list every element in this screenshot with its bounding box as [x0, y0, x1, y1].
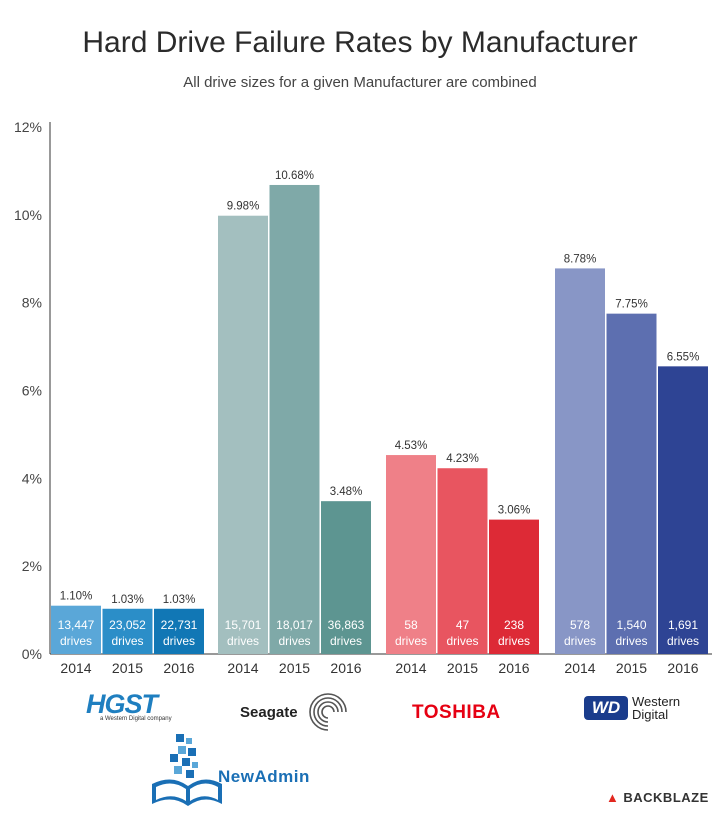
bar-value-label: 4.23%	[446, 453, 479, 465]
bar	[658, 366, 708, 654]
bar-drives-word: drives	[615, 634, 647, 648]
bar	[555, 268, 605, 654]
bar-value-label: 10.68%	[275, 170, 314, 182]
bar-value-label: 1.10%	[60, 591, 93, 603]
bar-value-label: 9.98%	[227, 201, 260, 213]
bar	[218, 215, 268, 654]
bar-value-label: 3.06%	[498, 505, 531, 517]
seagate-swirl-icon	[309, 693, 347, 731]
x-tick-label: 2015	[279, 660, 310, 676]
bar	[269, 184, 320, 654]
bar-drives-count: 18,017	[276, 618, 313, 632]
x-tick-label: 2014	[227, 660, 258, 676]
bar-drives-word: drives	[330, 634, 362, 648]
y-tick-label: 8%	[22, 295, 42, 311]
x-tick-label: 2016	[330, 660, 361, 676]
newadmin-text: NewAdmin	[218, 767, 310, 786]
bar-drives-word: drives	[395, 634, 427, 648]
x-tick-label: 2015	[112, 660, 143, 676]
x-tick-label: 2015	[447, 660, 478, 676]
bar	[102, 608, 153, 654]
bar-value-label: 1.03%	[111, 594, 144, 606]
wd-logo-line2: Digital	[632, 707, 669, 722]
hgst-logo: HGST a Western Digital company	[86, 690, 182, 726]
bar-drives-count: 13,447	[58, 618, 95, 632]
x-tick-label: 2015	[616, 660, 647, 676]
bar	[386, 455, 436, 654]
x-tick-label: 2014	[564, 660, 595, 676]
bar-drives-word: drives	[498, 634, 530, 648]
bar-drives-count: 22,731	[161, 618, 198, 632]
y-tick-label: 6%	[22, 383, 42, 399]
chart-title: Hard Drive Failure Rates by Manufacturer	[82, 26, 638, 59]
x-tick-label: 2016	[498, 660, 529, 676]
bar-drives-count: 238	[504, 618, 524, 632]
chart-subtitle: All drive sizes for a given Manufacturer…	[183, 74, 537, 91]
seagate-logo-text: Seagate	[240, 704, 298, 721]
bar-value-label: 4.53%	[395, 440, 428, 452]
bar-drives-count: 15,701	[225, 618, 262, 632]
bar-value-label: 8.78%	[564, 253, 597, 265]
y-tick-label: 12%	[14, 119, 42, 135]
toshiba-logo: TOSHIBA	[412, 702, 501, 723]
hgst-logo-tagline: a Western Digital company	[100, 716, 172, 722]
bar-drives-count: 1,540	[616, 618, 646, 632]
bar-drives-word: drives	[227, 634, 259, 648]
bar-drives-count: 578	[570, 618, 590, 632]
x-tick-label: 2014	[395, 660, 426, 676]
x-tick-label: 2016	[667, 660, 698, 676]
y-tick-label: 2%	[22, 558, 42, 574]
bar-value-label: 6.55%	[667, 351, 700, 363]
backblaze-logo: ▲ BACKBLAZE	[606, 790, 709, 805]
bar-drives-word: drives	[60, 634, 92, 648]
bar-value-label: 3.48%	[330, 486, 363, 498]
bar	[606, 313, 657, 654]
bar-drives-count: 36,863	[328, 618, 365, 632]
y-tick-label: 4%	[22, 470, 42, 486]
bar-value-label: 7.75%	[615, 299, 648, 311]
bar-drives-count: 1,691	[668, 618, 698, 632]
bar-drives-word: drives	[446, 634, 478, 648]
bar-drives-count: 58	[404, 618, 418, 632]
bar-drives-count: 47	[456, 618, 470, 632]
bar	[437, 468, 488, 654]
bar-drives-word: drives	[111, 634, 143, 648]
y-tick-label: 0%	[22, 646, 42, 662]
newadmin-book-icon	[152, 734, 222, 806]
bar-drives-word: drives	[163, 634, 195, 648]
x-tick-label: 2016	[163, 660, 194, 676]
bar	[154, 608, 204, 654]
wd-badge: WD	[584, 696, 628, 720]
wd-logo-text: Western Digital	[632, 695, 680, 721]
flame-icon: ▲	[606, 790, 620, 805]
bar-drives-word: drives	[278, 634, 310, 648]
bar-chart: 0% 2% 4% 6% 8% 10% 12% 1.10% 13,447 drives 2014 1.0…	[14, 119, 712, 676]
hgst-logo-text: HGST	[86, 689, 158, 719]
backblaze-text: BACKBLAZE	[623, 790, 709, 805]
wd-logo-line1: Western	[632, 694, 681, 709]
newadmin-watermark: NewAdmin	[148, 734, 348, 814]
bar-drives-word: drives	[667, 634, 699, 648]
x-tick-label: 2014	[60, 660, 91, 676]
y-tick-label: 10%	[14, 207, 42, 223]
bar-drives-word: drives	[564, 634, 596, 648]
bar	[321, 501, 371, 654]
western-digital-logo: WD Western Digital	[584, 693, 694, 729]
bar	[51, 605, 101, 654]
bar-value-label: 1.03%	[163, 594, 196, 606]
bar	[489, 519, 539, 654]
seagate-logo: Seagate	[240, 684, 360, 734]
bar-drives-count: 23,052	[109, 618, 146, 632]
